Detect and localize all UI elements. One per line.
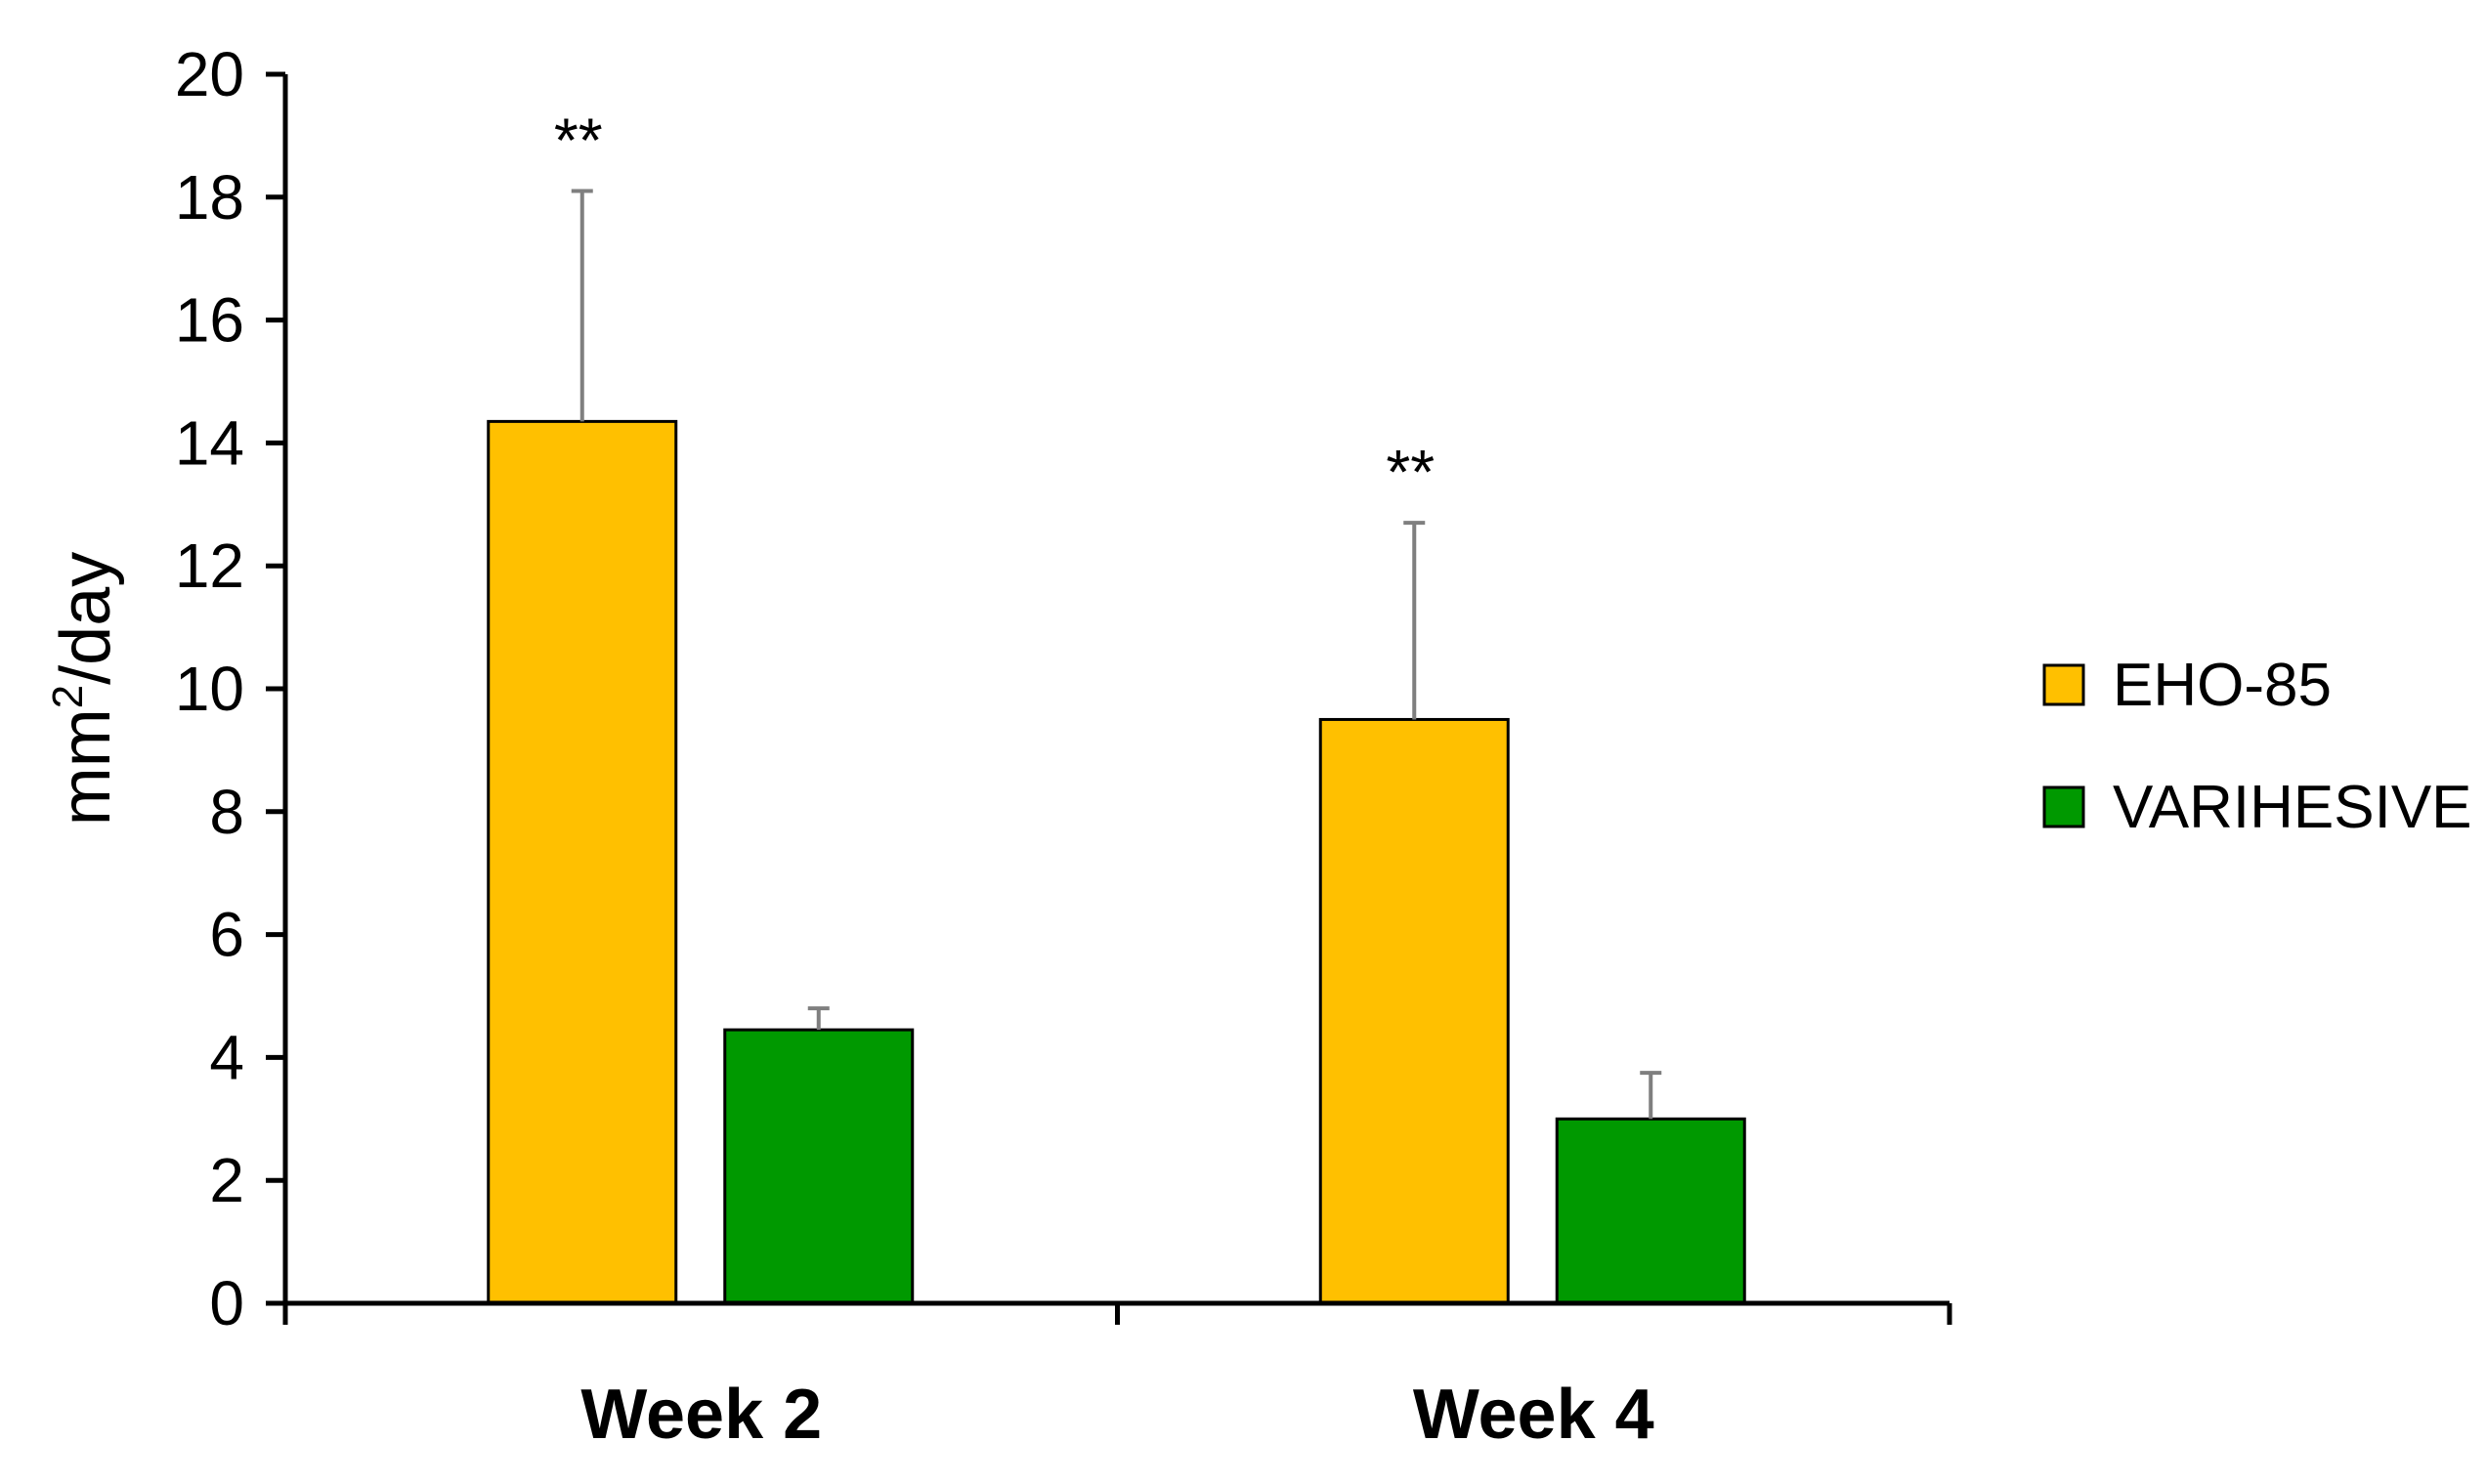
legend: EHO-85 VARIHESIVE [2042,652,2472,841]
error-bar-varihesive-week-2 [807,1006,830,1031]
y-tick-label-0: 0 [209,1268,244,1338]
error-bar-eho-85-week-4 [1403,521,1426,720]
y-tick-label-6: 6 [209,900,244,970]
y-tick-label-14: 14 [175,407,244,478]
bars-layer [487,419,1746,1305]
y-axis-title-base: mm [47,708,125,826]
bar-eho-85-week-4 [1318,717,1510,1305]
y-axis-title-rest: /day [47,552,125,685]
error-bars-layer [571,189,1662,1120]
y-tick-label-8: 8 [209,777,244,847]
legend-label-eho-85: EHO-85 [2113,652,2332,719]
y-tick-label-12: 12 [175,530,244,601]
legend-swatch-varihesive [2042,785,2085,828]
x-category-label-week-4: Week 4 [1413,1376,1654,1454]
significance-label-week-4: ** [1386,437,1435,507]
y-tick-label-20: 20 [175,39,244,109]
legend-label-varihesive: VARIHESIVE [2113,774,2472,841]
x-category-label-week-2: Week 2 [580,1376,822,1454]
error-bar-eho-85-week-2 [571,189,593,422]
legend-item-eho-85: EHO-85 [2042,652,2332,719]
y-tick-label-18: 18 [175,162,244,233]
y-axis-title: mm2/day [44,552,125,827]
axes-layer [266,71,1952,1325]
y-tick-label-16: 16 [175,285,244,356]
y-axis-title-superscript: 2 [44,685,92,708]
significance-label-week-2: ** [554,106,603,176]
y-tick-label-2: 2 [209,1145,244,1215]
y-tick-label-10: 10 [175,654,244,724]
bar-varihesive-week-4 [1555,1117,1746,1305]
legend-item-varihesive: VARIHESIVE [2042,774,2472,841]
legend-swatch-eho-85 [2042,663,2085,706]
bar-varihesive-week-2 [723,1028,915,1305]
labels-layer: ** ** 0 2 4 6 8 10 12 14 16 18 20 Week 2 Week 4 [175,39,1654,1454]
error-bar-varihesive-week-4 [1640,1071,1662,1120]
bar-eho-85-week-2 [487,419,678,1305]
y-tick-label-4: 4 [209,1022,244,1092]
